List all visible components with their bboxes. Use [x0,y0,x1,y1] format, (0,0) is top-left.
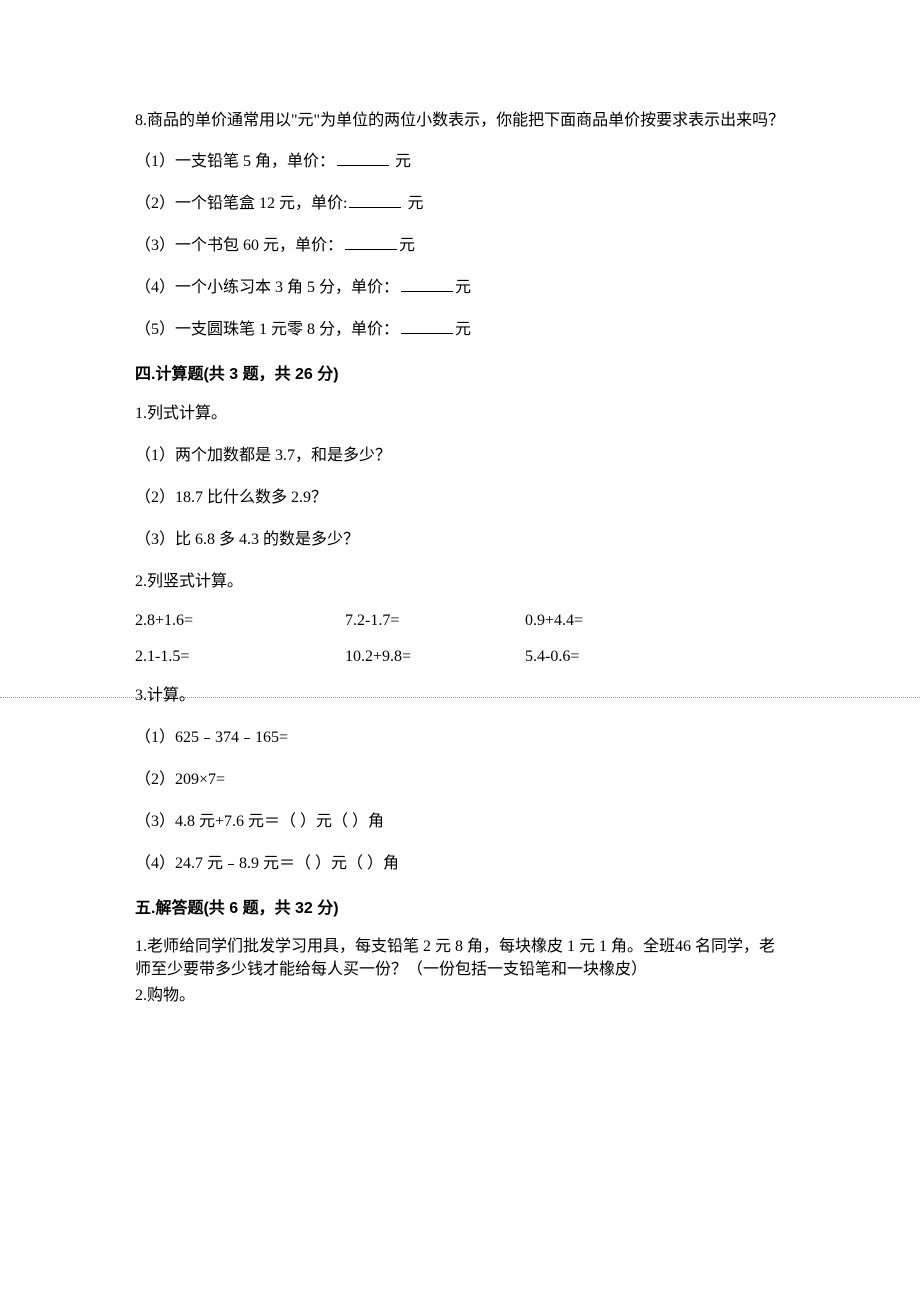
s4-q3-item4: （4）24.7 元﹣8.9 元＝（ ）元（ ）角 [135,852,785,876]
blank-input [401,276,453,292]
s4-q1-stem: 1.列式计算。 [135,402,785,426]
blank-input [337,150,389,166]
q8-item4-post: 元 [455,279,471,296]
q8-item5: （5）一支圆珠笔 1 元零 8 分，单价： 元 [135,318,785,342]
s4-q2-row2: 2.1-1.5= 10.2+9.8= 5.4-0.6= [135,648,785,666]
section5-header: 五.解答题(共 6 题，共 32 分) [135,894,785,918]
q8-stem: 8.商品的单价通常用以"元"为单位的两位小数表示，你能把下面商品单价按要求表示出… [135,110,785,132]
s4-q2-row1: 2.8+1.6= 7.2-1.7= 0.9+4.4= [135,612,785,630]
q8-item2: （2）一个铅笔盒 12 元，单价: 元 [135,192,785,216]
q8-item1-pre: （1）一支铅笔 5 角，单价： [135,153,335,170]
calc-cell: 2.1-1.5= [135,648,345,666]
s4-q3-item2: （2）209×7= [135,768,785,792]
s5-q1: 1.老师给同学们批发学习用具，每支铅笔 2 元 8 角，每块橡皮 1 元 1 角… [135,936,785,981]
s4-q1-item2: （2）18.7 比什么数多 2.9？ [135,486,785,510]
s4-q3-stem: 3.计算。 [135,684,785,708]
blank-input [349,192,401,208]
calc-cell: 0.9+4.4= [525,612,785,630]
calc-cell: 10.2+9.8= [345,648,525,666]
q8-item3-post: 元 [399,237,415,254]
calc-cell: 7.2-1.7= [345,612,525,630]
q8-item4-pre: （4）一个小练习本 3 角 5 分，单价： [135,279,399,296]
s4-q2-stem: 2.列竖式计算。 [135,570,785,594]
q8-item5-post: 元 [455,321,471,338]
s4-q3-item3: （3）4.8 元+7.6 元＝（ ）元（ ）角 [135,810,785,834]
q8-item3: （3）一个书包 60 元，单价： 元 [135,234,785,258]
section4-header: 四.计算题(共 3 题，共 26 分) [135,360,785,384]
s4-q1-item1: （1）两个加数都是 3.7，和是多少？ [135,444,785,468]
blank-input [401,318,453,334]
q8-item4: （4）一个小练习本 3 角 5 分，单价： 元 [135,276,785,300]
s4-q3-item1: （1）625﹣374﹣165= [135,726,785,750]
blank-input [345,234,397,250]
calc-cell: 5.4-0.6= [525,648,785,666]
s4-q1-item3: （3）比 6.8 多 4.3 的数是多少？ [135,528,785,552]
q8-item2-post: 元 [403,195,423,212]
q8-item1: （1）一支铅笔 5 角，单价： 元 [135,150,785,174]
q8-item2-pre: （2）一个铅笔盒 12 元，单价: [135,195,347,212]
calc-cell: 2.8+1.6= [135,612,345,630]
s5-q2: 2.购物。 [135,985,785,1007]
q8-item1-post: 元 [391,153,411,170]
q8-item5-pre: （5）一支圆珠笔 1 元零 8 分，单价： [135,321,399,338]
q8-item3-pre: （3）一个书包 60 元，单价： [135,237,343,254]
